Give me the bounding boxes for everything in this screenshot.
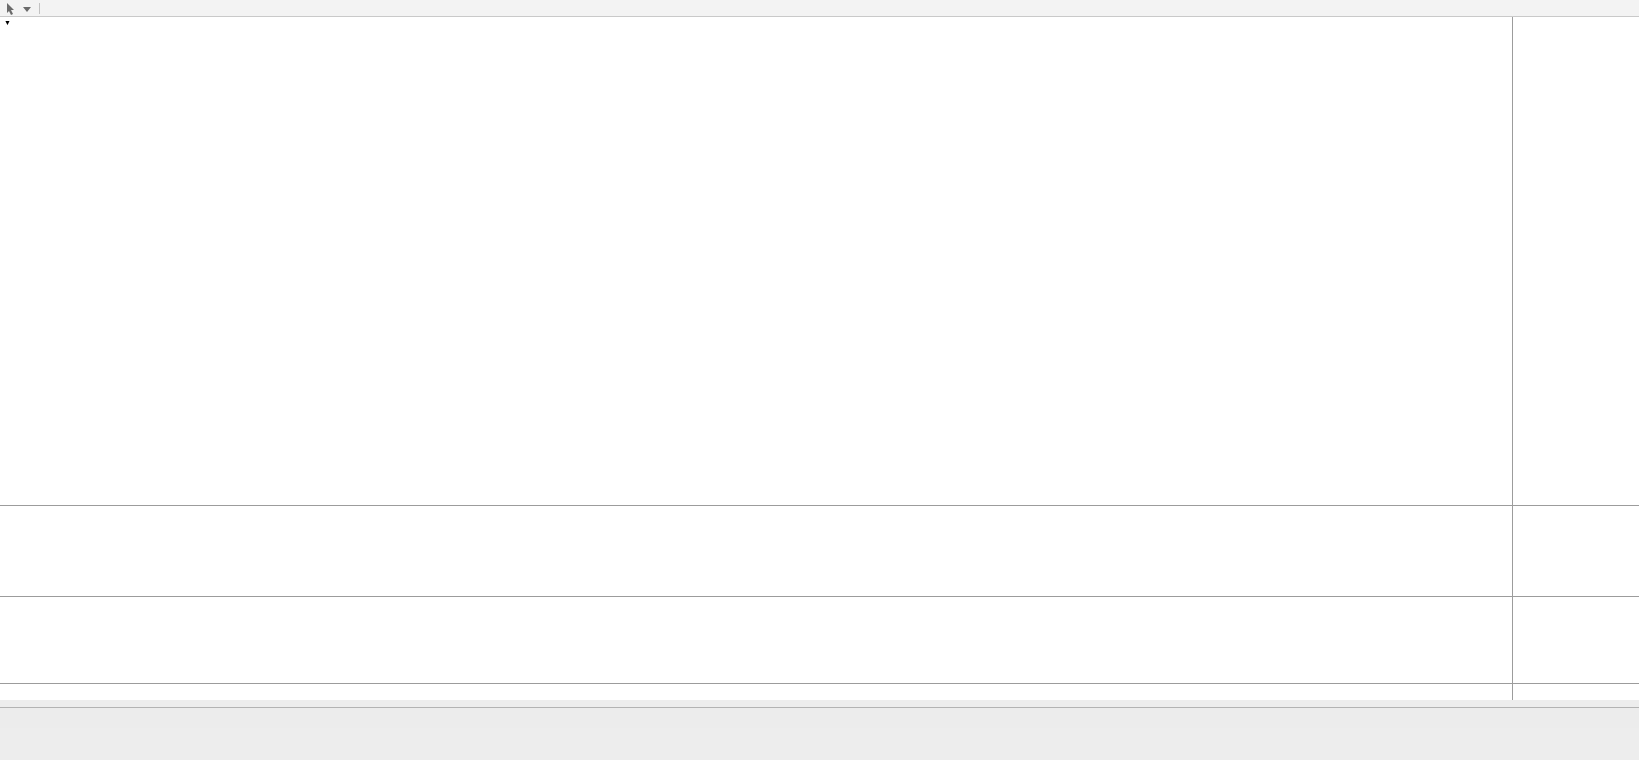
chart-window: ▼ (0, 17, 1639, 700)
chart-tabbar (0, 707, 1639, 728)
pane-separator[interactable] (0, 596, 1639, 597)
pane-separator[interactable] (0, 505, 1639, 506)
chart-title: ▼ (4, 20, 41, 27)
title-caret-icon: ▼ (4, 20, 11, 27)
chart-canvas[interactable] (0, 17, 1512, 683)
time-scale-separator (0, 683, 1639, 684)
timeframe-toolbar (0, 0, 1639, 17)
time-scale[interactable] (0, 684, 1512, 700)
price-scale-separator (1512, 17, 1513, 700)
cursor-icon[interactable] (3, 1, 19, 16)
dropdown-caret-icon[interactable] (19, 1, 35, 16)
price-scale[interactable] (1513, 17, 1639, 700)
toolbar-separator (39, 2, 40, 14)
